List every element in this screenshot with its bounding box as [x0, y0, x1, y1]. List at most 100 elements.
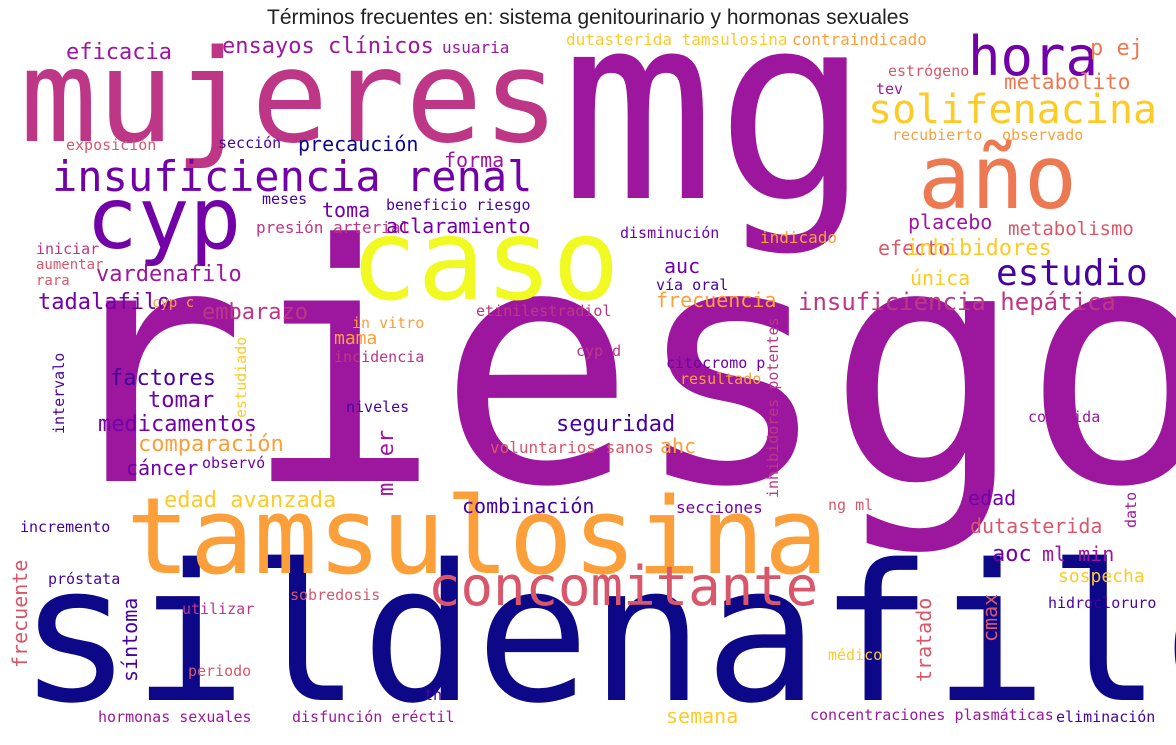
word-solifenacina: solifenacina: [868, 87, 1157, 133]
word-tev: tev: [876, 80, 904, 98]
word-mama: mama: [334, 328, 378, 349]
word-usuaria: usuaria: [442, 38, 510, 57]
word-mujeres: mujeres: [20, 23, 560, 172]
word-p-ej: p ej: [1090, 36, 1143, 61]
word-ng-ml: ng ml: [828, 496, 874, 514]
word-intervalo: intervalo: [50, 352, 68, 434]
word-in-vitro: in vitro: [352, 314, 425, 332]
word-conocida: conocida: [1028, 408, 1101, 426]
word-concomitante: concomitante: [428, 555, 819, 618]
word-cmax: cmax: [978, 593, 1002, 642]
word-aoc: aoc: [992, 542, 1032, 567]
word-placebo: placebo: [908, 210, 993, 234]
word-ahc: ahc: [660, 434, 697, 458]
word-cyp: cyp: [86, 169, 242, 269]
word-inhibidores: inhibidores: [906, 236, 1052, 261]
word-unica: única: [910, 266, 971, 290]
word-riesgo: riesgo: [48, 175, 1176, 559]
word-indicado: indicado: [760, 228, 838, 247]
word-eficacia: eficacia: [66, 40, 172, 65]
word-iniciar: iniciar: [36, 240, 100, 258]
word-sintoma: síntoma: [118, 597, 142, 682]
word-factores: factores: [110, 366, 216, 391]
word-disminucion: disminución: [620, 224, 720, 242]
word-embarazo: embarazo: [202, 300, 308, 325]
word-comparacion: comparación: [138, 432, 284, 457]
word-tratado: tratado: [912, 597, 936, 682]
word-forma: forma: [444, 148, 505, 172]
word-etinilestradiol: etinilestradiol: [476, 302, 612, 320]
word-efecto: efecto: [878, 236, 951, 260]
word-mujer: mujer: [374, 429, 399, 496]
word-sospecha: sospecha: [1058, 566, 1145, 587]
word-seccion: sección: [218, 134, 282, 152]
word-observo: observó: [202, 454, 266, 472]
word-edad: edad: [968, 486, 1017, 510]
word-hidrocloruro: hidrocloruro: [1048, 594, 1157, 612]
word-rara: rara: [36, 273, 70, 289]
word-dato: dato: [1122, 491, 1140, 528]
word-seguridad: seguridad: [556, 412, 676, 437]
word-meses: meses: [262, 190, 308, 208]
word-frecuente: frecuente: [8, 559, 32, 668]
word-via-oral: vía oral: [656, 276, 729, 294]
word-estudio: estudio: [996, 253, 1148, 294]
word-dutasterida-tamsulosina: dutasterida tamsulosina: [566, 30, 788, 49]
word-hora: hora: [968, 25, 1099, 88]
word-aumentar: aumentar: [36, 257, 104, 273]
word-metabolismo: metabolismo: [1008, 218, 1134, 240]
word-ensayos-clinicos: ensayos clínicos: [222, 34, 434, 59]
word-vardenafilo: vardenafilo: [96, 262, 242, 287]
word-contraindicado: contraindicado: [792, 30, 927, 49]
word-periodo: periodo: [188, 662, 252, 680]
word-citocromo-p: citocromo p: [666, 354, 766, 372]
word-sobredosis: sobredosis: [290, 586, 381, 604]
word-precaucion: precaución: [298, 132, 419, 156]
word-dutasterida: dutasterida: [970, 514, 1103, 538]
word-estrogeno: estrógeno: [888, 62, 970, 80]
word-insuficiencia-renal: insuficiencia renal: [52, 152, 533, 201]
word-edad-avanzada: edad avanzada: [164, 488, 337, 513]
word-sildenafilo: sildenafilo: [18, 524, 1176, 745]
word-estudiado: estudiado: [232, 336, 250, 418]
chart-title: Términos frecuentes en: sistema genitour…: [267, 6, 909, 29]
word-aclaramiento: aclaramiento: [386, 214, 531, 238]
word-eliminacion: eliminación: [1056, 708, 1156, 726]
word-hormonas-sexuales: hormonas sexuales: [98, 708, 252, 726]
word-presion-arterial: presión arterial: [256, 218, 411, 237]
word-exposicion: exposición: [66, 136, 157, 154]
word-th: th: [424, 686, 443, 704]
word-recubierto: recubierto: [892, 126, 983, 144]
word-observado: observado: [1002, 126, 1084, 144]
word-metabolito: metabolito: [1004, 70, 1131, 94]
word-frecuencia: frecuencia: [656, 288, 777, 312]
word-cancer: cáncer: [126, 456, 199, 480]
word-disfuncion-erectil: disfunción eréctil: [292, 708, 455, 726]
word-cyp-d: cyp d: [576, 342, 622, 360]
word-insuficiencia-hepatica: insuficiencia hepática: [798, 288, 1116, 316]
word-ml-min: ml min: [1042, 542, 1115, 566]
word-concentraciones-plasmaticas: concentraciones plasmáticas: [810, 706, 1054, 724]
word-semana: semana: [666, 704, 739, 728]
word-inhibidores-potentes: inhibidores potentes: [764, 317, 782, 498]
word-utilizar: utilizar: [182, 600, 255, 618]
word-ano: año: [918, 126, 1077, 229]
word-incidencia: incidencia: [334, 348, 425, 366]
word-cyp-c: cyp c: [152, 295, 195, 311]
word-medico: médico: [828, 646, 883, 664]
word-medicamentos: medicamentos: [98, 412, 257, 437]
word-tamsulosina: tamsulosina: [126, 475, 828, 598]
word-beneficio-riesgo: beneficio riesgo: [386, 196, 531, 214]
word-combinacion: combinación: [462, 494, 595, 518]
word-mg: mg: [560, 0, 871, 259]
word-prostata: próstata: [48, 570, 121, 588]
word-tadalafilo: tadalafilo: [38, 290, 171, 315]
word-tomar: tomar: [148, 388, 215, 413]
word-toma: toma: [322, 198, 371, 222]
word-auc: auc: [664, 254, 701, 278]
word-niveles: niveles: [346, 398, 410, 416]
word-incremento: incremento: [20, 518, 111, 536]
word-resultado: resultado: [680, 370, 762, 388]
word-voluntarios-sanos: voluntarios sanos: [490, 438, 654, 457]
